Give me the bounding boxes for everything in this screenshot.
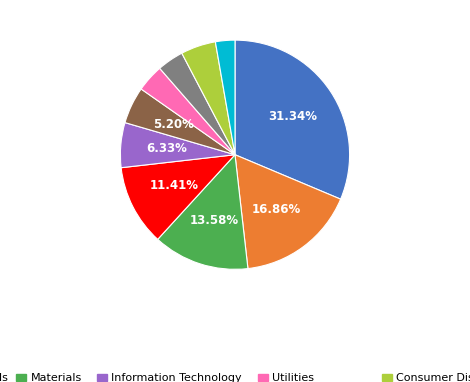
Wedge shape xyxy=(141,68,235,155)
Text: 13.58%: 13.58% xyxy=(189,214,238,227)
Wedge shape xyxy=(120,123,235,168)
Wedge shape xyxy=(215,40,235,155)
Wedge shape xyxy=(160,53,235,155)
Wedge shape xyxy=(125,89,235,155)
Text: 11.41%: 11.41% xyxy=(149,180,198,193)
Wedge shape xyxy=(235,155,341,269)
Wedge shape xyxy=(158,155,248,269)
Legend: Financials, Energy, Materials, Industrials, Information Technology, Communicatio: Financials, Energy, Materials, Industria… xyxy=(0,370,470,382)
Wedge shape xyxy=(182,42,235,155)
Wedge shape xyxy=(235,40,350,199)
Wedge shape xyxy=(121,155,235,240)
Text: 31.34%: 31.34% xyxy=(268,110,317,123)
Text: 6.33%: 6.33% xyxy=(146,142,187,155)
Text: 5.20%: 5.20% xyxy=(153,118,194,131)
Text: 16.86%: 16.86% xyxy=(251,203,301,216)
